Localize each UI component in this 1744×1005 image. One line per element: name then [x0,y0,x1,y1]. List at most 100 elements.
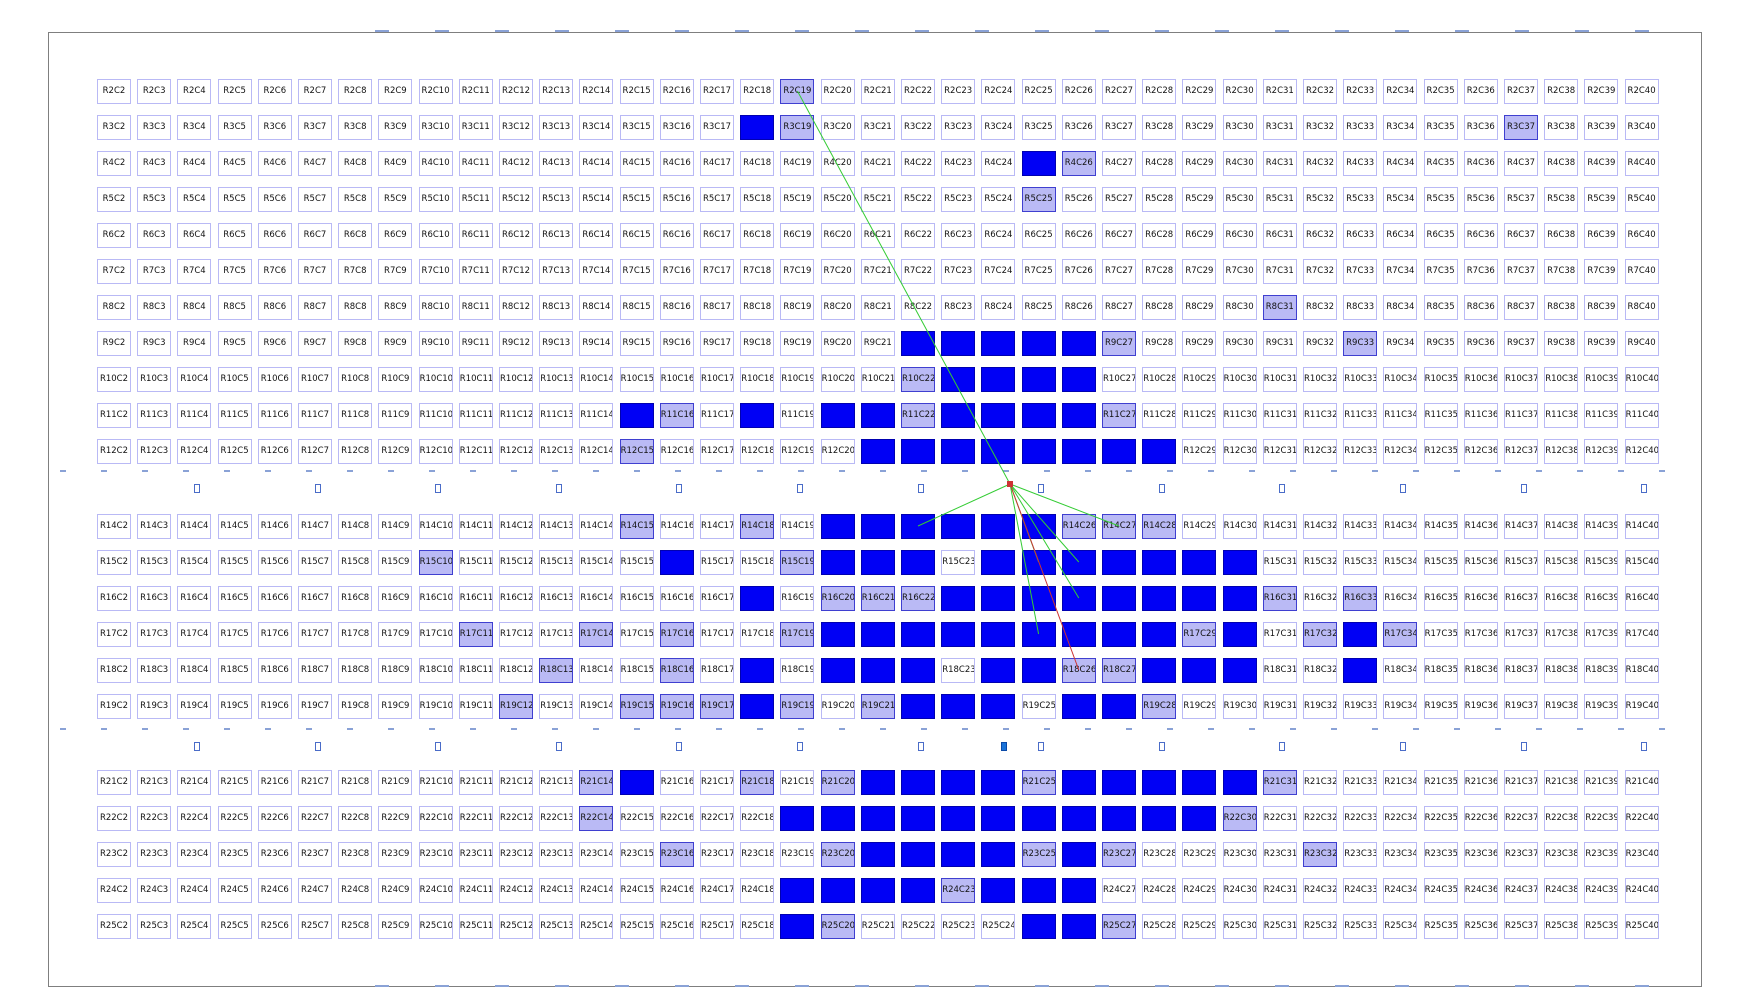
tile-r2c38[interactable]: R2C38 [1544,79,1579,104]
tile-r25c17[interactable]: R25C17 [700,914,734,939]
tile-r5c3[interactable]: R5C3 [137,187,172,212]
tile-r3c4[interactable]: R3C4 [177,115,212,140]
tile-r17c21[interactable]: R17C21 [860,622,895,647]
tile-r5c33[interactable]: R5C33 [1343,187,1378,212]
tile-r10c38[interactable]: R10C38 [1544,367,1579,392]
tile-r12c27[interactable]: R12C27 [1102,439,1136,464]
tile-r7c5[interactable]: R7C5 [217,259,252,284]
tile-r17c25[interactable]: R17C25 [1021,622,1056,647]
tile-r11c32[interactable]: R11C32 [1303,403,1337,428]
tile-r15c7[interactable]: R15C7 [298,550,332,575]
tile-r2c20[interactable]: R2C20 [820,79,855,104]
tile-r6c18[interactable]: R6C18 [740,223,775,248]
tile-r12c15[interactable]: R12C15 [619,439,654,464]
tile-r24c32[interactable]: R24C32 [1303,878,1337,903]
channel-lower-io-12[interactable] [1641,742,1648,751]
tile-r10c23[interactable]: R10C23 [941,367,976,392]
tile-r3c27[interactable]: R3C27 [1102,115,1136,140]
tile-r6c39[interactable]: R6C39 [1584,223,1619,248]
tile-r15c24[interactable]: R15C24 [981,550,1016,575]
tile-r15c38[interactable]: R15C38 [1544,550,1579,575]
tile-r15c9[interactable]: R15C9 [378,550,413,575]
tile-r15c39[interactable]: R15C39 [1584,550,1619,575]
tile-r6c8[interactable]: R6C8 [338,223,373,248]
tile-r14c6[interactable]: R14C6 [257,514,292,539]
tile-r4c20[interactable]: R4C20 [820,151,855,176]
tile-r18c40[interactable]: R18C40 [1624,658,1659,683]
tile-r19c11[interactable]: R19C11 [458,694,493,719]
tile-r24c34[interactable]: R24C34 [1383,878,1418,903]
tile-r21c14[interactable]: R21C14 [579,770,614,795]
tile-r19c18[interactable]: R19C18 [740,694,775,719]
tile-r21c10[interactable]: R21C10 [418,770,453,795]
tile-r21c19[interactable]: R21C19 [780,770,815,795]
tile-r8c16[interactable]: R8C16 [659,295,694,320]
tile-r7c8[interactable]: R7C8 [338,259,373,284]
tile-r22c3[interactable]: R22C3 [137,806,172,831]
tile-r12c33[interactable]: R12C33 [1343,439,1378,464]
tile-r9c36[interactable]: R9C36 [1463,331,1498,356]
tile-r21c4[interactable]: R21C4 [177,770,212,795]
tile-r3c33[interactable]: R3C33 [1343,115,1378,140]
tile-r23c37[interactable]: R23C37 [1504,842,1538,867]
tile-r3c39[interactable]: R3C39 [1584,115,1619,140]
tile-r10c5[interactable]: R10C5 [217,367,252,392]
tile-r10c34[interactable]: R10C34 [1383,367,1418,392]
tile-r2c22[interactable]: R2C22 [901,79,935,104]
channel-upper-io-3[interactable] [555,484,562,493]
tile-r19c31[interactable]: R19C31 [1262,694,1297,719]
tile-r9c13[interactable]: R9C13 [539,331,574,356]
tile-r18c30[interactable]: R18C30 [1222,658,1257,683]
tile-r16c15[interactable]: R16C15 [619,586,654,611]
tile-r6c31[interactable]: R6C31 [1262,223,1297,248]
tile-r7c35[interactable]: R7C35 [1423,259,1458,284]
tile-r2c25[interactable]: R2C25 [1021,79,1056,104]
tile-r15c18[interactable]: R15C18 [740,550,775,575]
tile-r4c9[interactable]: R4C9 [378,151,413,176]
tile-r17c31[interactable]: R17C31 [1262,622,1297,647]
tile-r24c24[interactable]: R24C24 [981,878,1016,903]
tile-r10c7[interactable]: R10C7 [298,367,332,392]
tile-r7c10[interactable]: R7C10 [418,259,453,284]
tile-r6c3[interactable]: R6C3 [137,223,172,248]
tile-r23c30[interactable]: R23C30 [1222,842,1257,867]
tile-r11c11[interactable]: R11C11 [458,403,493,428]
tile-r16c7[interactable]: R16C7 [298,586,332,611]
tile-r25c9[interactable]: R25C9 [378,914,413,939]
tile-r6c12[interactable]: R6C12 [499,223,533,248]
tile-r21c15[interactable]: R21C15 [619,770,654,795]
tile-r4c27[interactable]: R4C27 [1102,151,1136,176]
tile-r9c5[interactable]: R9C5 [217,331,252,356]
tile-r3c23[interactable]: R3C23 [941,115,976,140]
tile-r21c24[interactable]: R21C24 [981,770,1016,795]
tile-r11c30[interactable]: R11C30 [1222,403,1257,428]
tile-r5c38[interactable]: R5C38 [1544,187,1579,212]
tile-r21c11[interactable]: R21C11 [458,770,493,795]
tile-r3c31[interactable]: R3C31 [1262,115,1297,140]
tile-r19c8[interactable]: R19C8 [338,694,373,719]
tile-r2c2[interactable]: R2C2 [97,79,131,104]
tile-r25c5[interactable]: R25C5 [217,914,252,939]
tile-r21c40[interactable]: R21C40 [1624,770,1659,795]
tile-r15c15[interactable]: R15C15 [619,550,654,575]
tile-r5c27[interactable]: R5C27 [1102,187,1136,212]
tile-r10c24[interactable]: R10C24 [981,367,1016,392]
tile-r6c23[interactable]: R6C23 [941,223,976,248]
tile-r6c7[interactable]: R6C7 [298,223,332,248]
tile-r19c14[interactable]: R19C14 [579,694,614,719]
tile-r25c21[interactable]: R25C21 [860,914,895,939]
tile-r7c27[interactable]: R7C27 [1102,259,1136,284]
tile-r5c32[interactable]: R5C32 [1303,187,1337,212]
tile-r19c26[interactable]: R19C26 [1061,694,1096,719]
tile-r3c16[interactable]: R3C16 [659,115,694,140]
tile-r25c7[interactable]: R25C7 [298,914,332,939]
tile-r16c30[interactable]: R16C30 [1222,586,1257,611]
tile-r22c38[interactable]: R22C38 [1544,806,1579,831]
tile-r12c37[interactable]: R12C37 [1504,439,1538,464]
tile-r21c21[interactable]: R21C21 [860,770,895,795]
tile-r14c28[interactable]: R14C28 [1142,514,1177,539]
tile-r2c36[interactable]: R2C36 [1463,79,1498,104]
tile-r11c12[interactable]: R11C12 [499,403,533,428]
tile-r5c12[interactable]: R5C12 [499,187,533,212]
tile-r23c11[interactable]: R23C11 [458,842,493,867]
